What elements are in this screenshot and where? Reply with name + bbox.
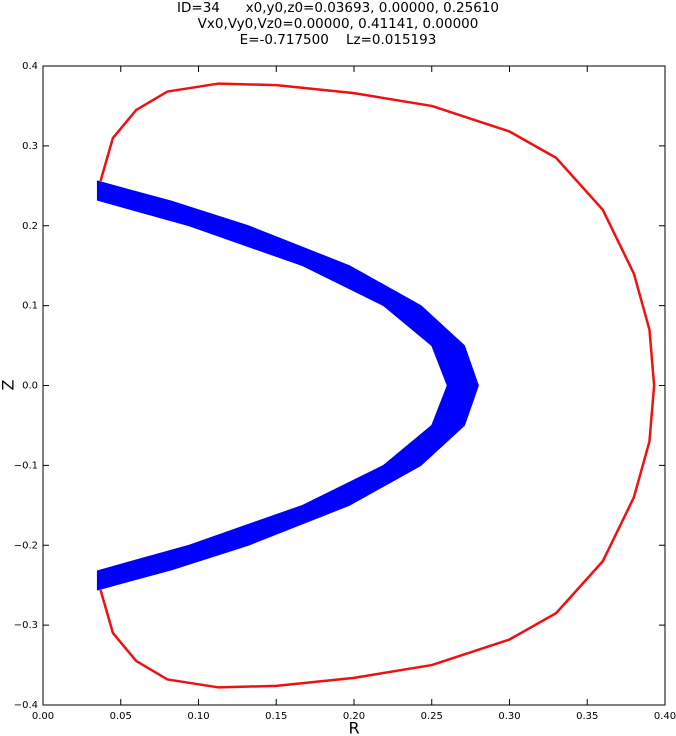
y-tick-label: 0.0 (22, 381, 38, 392)
x-tick-label: 0.15 (265, 711, 287, 722)
y-axis-label: Z (0, 379, 18, 390)
title-line: ID=34 x0,y0,z0=0.03693, 0.00000, 0.25610 (177, 0, 499, 16)
y-tick-label: −0.4 (14, 700, 38, 711)
x-tick-label: 0.30 (498, 711, 520, 722)
x-tick-label: 0.25 (421, 711, 443, 722)
x-tick-label: 0.35 (576, 711, 598, 722)
orbit-area (96, 180, 479, 591)
x-tick-label: 0.40 (654, 711, 676, 722)
y-tick-label: −0.2 (14, 540, 38, 551)
x-tick-label: 0.20 (343, 711, 365, 722)
x-tick-label: 0.05 (110, 711, 132, 722)
y-tick-label: 0.2 (22, 221, 38, 232)
title-line: E=-0.717500 Lz=0.015193 (240, 32, 437, 48)
y-tick-label: 0.4 (22, 61, 38, 72)
x-axis-label: R (348, 719, 359, 736)
title-line: Vx0,Vy0,Vz0=0.00000, 0.41141, 0.00000 (198, 16, 479, 32)
y-tick-label: 0.3 (22, 141, 38, 152)
x-tick-label: 0.00 (32, 711, 54, 722)
y-tick-label: −0.3 (14, 620, 38, 631)
x-tick-label: 0.10 (187, 711, 209, 722)
y-tick-label: 0.1 (22, 301, 38, 312)
orbit-curve (99, 82, 656, 689)
y-tick-label: −0.1 (14, 460, 38, 471)
plot-frame (42, 65, 666, 706)
